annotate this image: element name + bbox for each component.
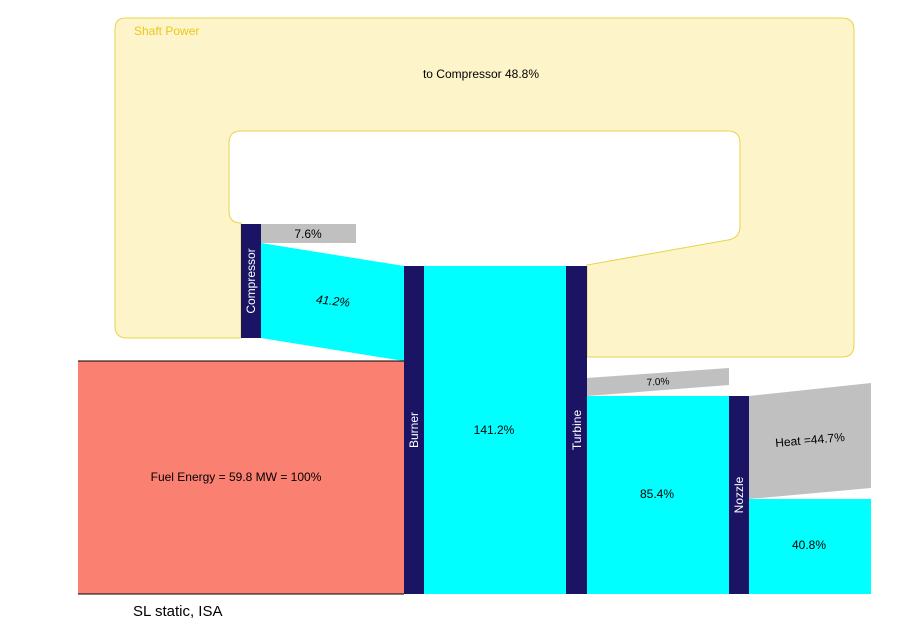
shaft-power-loop bbox=[114, 17, 855, 358]
fuel-energy-flow bbox=[78, 361, 404, 594]
burner-label: Burner bbox=[407, 412, 421, 448]
turbine-node bbox=[566, 266, 587, 594]
heat-label: Heat =44.7% bbox=[775, 430, 846, 450]
fuel-energy-label: Fuel Energy = 59.8 MW = 100% bbox=[151, 470, 322, 484]
nozzle-output-flow bbox=[749, 499, 871, 594]
turbine-out-label: 85.4% bbox=[640, 487, 674, 501]
compressor-loss-label: 7.6% bbox=[294, 227, 322, 241]
nozzle-node bbox=[729, 396, 749, 594]
burner-out-label: 141.2% bbox=[474, 423, 515, 437]
turbine-label: Turbine bbox=[570, 410, 584, 451]
turbine-loss-label: 7.0% bbox=[646, 376, 670, 389]
compressor-loss-flow bbox=[261, 224, 356, 243]
turbine-to-nozzle-flow bbox=[587, 396, 729, 594]
compressor-to-burner-flow bbox=[261, 243, 404, 361]
turbine-loss-flow bbox=[587, 368, 729, 396]
compressor-node bbox=[241, 224, 261, 338]
to-compressor-label: to Compressor 48.8% bbox=[423, 67, 539, 81]
compressor-label: Compressor bbox=[244, 248, 258, 313]
footer-label: SL static, ISA bbox=[133, 603, 222, 620]
burner-to-turbine-flow bbox=[424, 266, 566, 594]
burner-node bbox=[404, 266, 424, 594]
compressor-out-label: 41.2% bbox=[315, 292, 351, 310]
shaft-power-title: Shaft Power bbox=[134, 24, 199, 38]
nozzle-out-label: 40.8% bbox=[792, 538, 826, 552]
heat-loss-flow bbox=[749, 383, 871, 499]
nozzle-label: Nozzle bbox=[732, 476, 746, 513]
